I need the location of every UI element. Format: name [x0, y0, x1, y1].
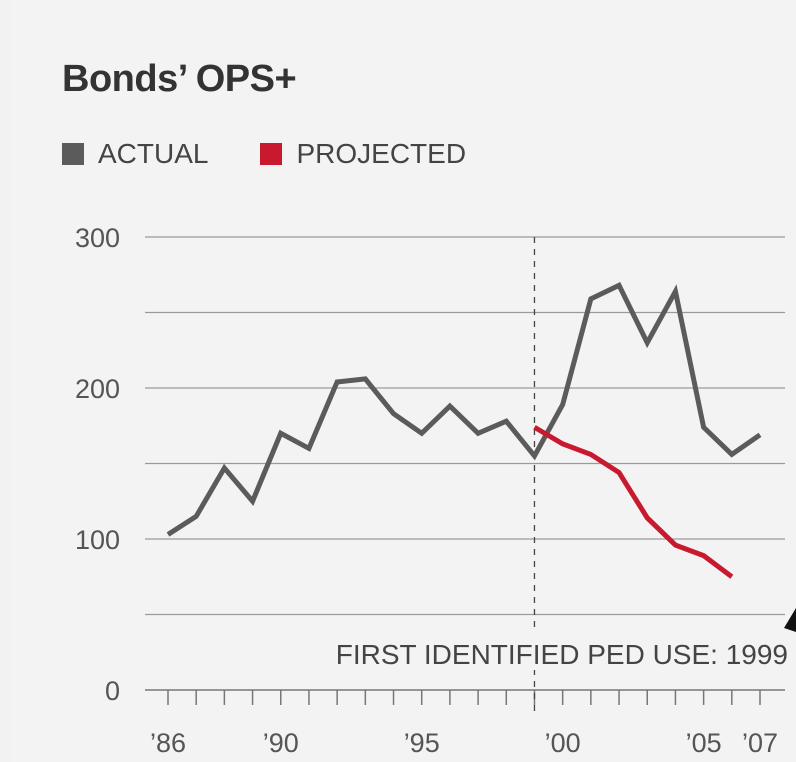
x-tick-label: ’05: [686, 728, 722, 758]
x-tick-label: ’07: [742, 728, 778, 758]
y-tick-label: 0: [105, 676, 120, 706]
y-tick-label: 100: [75, 525, 120, 555]
annotation-text: FIRST IDENTIFIED PED USE: 1999: [336, 639, 788, 670]
legend-swatch-actual: [62, 143, 84, 165]
annotation-background: [268, 630, 790, 670]
legend-item-projected: PROJECTED: [260, 138, 466, 170]
legend-swatch-projected: [260, 143, 283, 165]
chart-title: Bonds’ OPS+: [62, 58, 297, 100]
legend-label-projected: PROJECTED: [296, 138, 467, 169]
legend-label-actual: ACTUAL: [98, 138, 209, 169]
series-line-actual: [166, 281, 762, 537]
x-tick-label: ’95: [404, 728, 440, 758]
y-tick-label: 300: [75, 223, 120, 253]
x-tick-label: ’00: [545, 728, 581, 758]
series-line-projected: [533, 425, 734, 579]
legend-item-actual: ACTUAL: [62, 138, 208, 170]
y-tick-label: 200: [75, 374, 120, 404]
x-tick-label: ’90: [263, 728, 299, 758]
x-tick-label: ’86: [150, 728, 186, 758]
edge-mark-icon: [784, 608, 796, 632]
legend: ACTUAL PROJECTED: [62, 138, 518, 170]
